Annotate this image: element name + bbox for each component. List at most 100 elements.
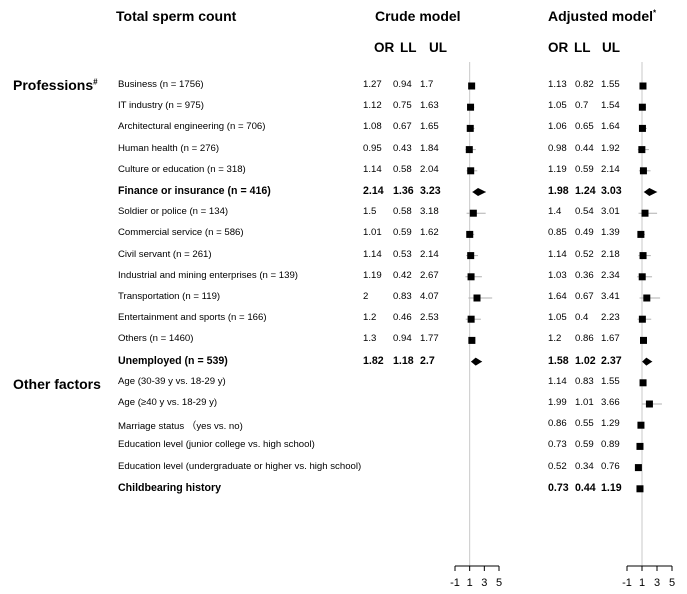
adjusted-ul-value: 2.23 [601, 312, 620, 324]
adjusted-ll-value: 0.82 [575, 79, 594, 90]
adjusted-model-header: Adjusted model* [548, 8, 657, 24]
row-label: Industrial and mining enterprises (n = 1… [118, 269, 298, 281]
adjusted-x-tick-label: -1 [622, 577, 632, 589]
adjusted-ul-value: 3.01 [601, 206, 620, 218]
crude-estimate-point [466, 124, 474, 132]
crude-ul-value: 1.65 [420, 121, 439, 133]
row-label: Age (≥40 y vs. 18-29 y) [118, 397, 218, 408]
crude-or-header: OR [374, 40, 395, 55]
crude-or-value: 0.95 [363, 142, 382, 154]
crude-ul-value: 3.23 [420, 185, 441, 197]
adjusted-estimate-point [638, 124, 646, 132]
adjusted-ll-value: 0.55 [575, 418, 594, 430]
adjusted-estimate-point [645, 400, 653, 408]
crude-or-value: 1.01 [363, 227, 382, 239]
adjusted-ll-value: 0.59 [575, 439, 594, 451]
adjusted-ll-header: LL [574, 40, 591, 55]
crude-ul-value: 1.7 [420, 79, 434, 90]
crude-ul-value: 1.63 [420, 100, 439, 112]
crude-ul-value: 1.77 [420, 333, 439, 345]
crude-ll-header: LL [400, 40, 417, 55]
adjusted-estimate-point [636, 442, 644, 450]
adjusted-or-value: 1.58 [548, 354, 569, 367]
adjusted-or-value: 0.73 [548, 481, 569, 494]
crude-ll-value: 0.94 [393, 79, 412, 90]
adjusted-estimate-point [640, 336, 647, 344]
adjusted-estimate-point [638, 273, 646, 281]
adjusted-or-value: 1.99 [548, 397, 567, 408]
adjusted-x-tick-label: 3 [654, 577, 660, 589]
adjusted-estimate-point [639, 82, 647, 90]
adjusted-ul-value: 1.55 [601, 79, 620, 90]
adjusted-ll-value: 1.02 [575, 354, 596, 367]
adjusted-or-value: 1.64 [548, 291, 567, 302]
adjusted-ul-value: 3.41 [601, 291, 620, 302]
row-label: Architectural engineering (n = 706) [118, 121, 266, 133]
crude-ul-value: 4.07 [420, 291, 439, 302]
adjusted-estimate-point [638, 146, 646, 154]
crude-x-tick-label: -1 [450, 577, 460, 589]
crude-ll-value: 0.43 [393, 142, 412, 154]
adjusted-estimate-point [637, 421, 645, 429]
adjusted-ll-value: 0.59 [575, 163, 594, 175]
crude-estimate-diamond [472, 188, 487, 196]
crude-estimate-point [467, 103, 475, 111]
crude-ll-value: 0.46 [393, 312, 412, 324]
crude-estimate-point [473, 294, 481, 302]
adjusted-estimate-point [637, 230, 645, 238]
adjusted-or-value: 1.13 [548, 79, 567, 90]
adjusted-ul-value: 1.39 [601, 227, 620, 239]
crude-ll-value: 0.59 [393, 227, 412, 239]
adjusted-ul-value: 0.76 [601, 460, 620, 472]
crude-or-value: 1.82 [363, 354, 384, 367]
crude-model-header: Crude model [375, 8, 461, 24]
crude-estimate-diamond [470, 357, 483, 366]
crude-ll-value: 1.36 [393, 185, 414, 197]
crude-ul-value: 2.67 [420, 269, 439, 281]
adjusted-estimate-point [641, 209, 649, 217]
adjusted-ul-value: 1.54 [601, 100, 620, 112]
adjusted-ul-value: 3.03 [601, 185, 622, 197]
adjusted-ll-value: 0.52 [575, 248, 594, 260]
crude-or-value: 1.12 [363, 100, 382, 112]
adjusted-ul-value: 1.92 [601, 142, 620, 154]
adjusted-or-value: 0.86 [548, 418, 567, 430]
crude-ul-value: 2.53 [420, 312, 439, 324]
crude-x-tick-label: 1 [467, 577, 473, 589]
crude-or-value: 1.14 [363, 163, 382, 175]
row-label: Marriage status （yes vs. no) [118, 421, 243, 433]
adjusted-ll-value: 0.4 [575, 312, 589, 324]
adjusted-ll-value: 0.36 [575, 269, 594, 281]
crude-ul-value: 2.04 [420, 163, 439, 175]
section-other-factors: Other factors [13, 376, 101, 392]
crude-ll-value: 0.75 [393, 100, 412, 112]
row-label: Transportation (n = 119) [118, 291, 221, 302]
row-label: Age (30-39 y vs. 18-29 y) [118, 375, 226, 387]
crude-estimate-point [467, 252, 475, 260]
adjusted-estimate-diamond [642, 357, 653, 366]
adjusted-or-value: 0.98 [548, 142, 567, 154]
adjusted-or-value: 1.2 [548, 333, 562, 345]
crude-ul-value: 2.7 [420, 354, 435, 367]
adjusted-ll-value: 0.44 [575, 481, 596, 494]
row-label: Commercial service (n = 586) [118, 227, 244, 239]
adjusted-ll-value: 0.83 [575, 375, 594, 387]
adjusted-ul-value: 2.34 [601, 269, 620, 281]
crude-or-value: 1.5 [363, 206, 377, 218]
crude-x-tick-label: 3 [481, 577, 487, 589]
adjusted-estimate-point [639, 167, 647, 175]
crude-ll-value: 0.94 [393, 333, 412, 345]
crude-or-value: 1.2 [363, 312, 377, 324]
adjusted-or-value: 1.19 [548, 163, 567, 175]
professions-footnote-mark: # [93, 77, 98, 87]
adjusted-or-value: 1.14 [548, 375, 567, 387]
adjusted-ll-value: 0.86 [575, 333, 594, 345]
row-label: Unemployed (n = 539) [118, 354, 228, 367]
crude-estimate-point [468, 82, 476, 90]
adjusted-ll-value: 0.7 [575, 100, 589, 112]
adjusted-or-value: 1.4 [548, 206, 562, 218]
adjusted-or-value: 0.85 [548, 227, 567, 239]
row-label: Culture or education (n = 318) [118, 163, 246, 175]
